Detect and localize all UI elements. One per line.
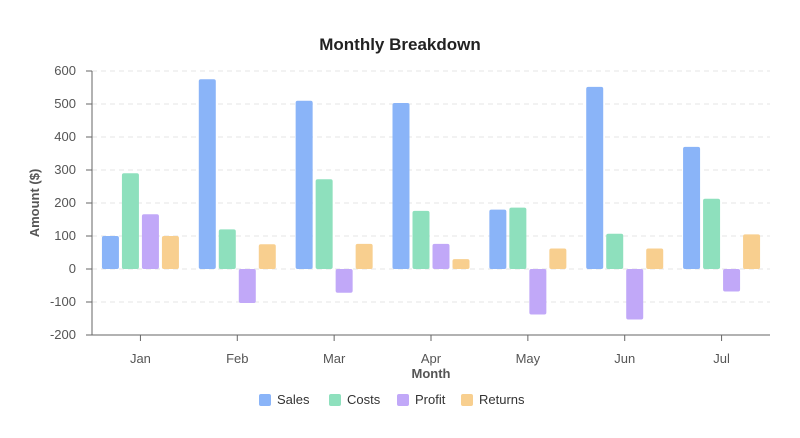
bar-sales-may[interactable]: [489, 209, 507, 269]
grid-lines: [92, 70, 770, 303]
y-tick-label: 500: [54, 96, 76, 111]
bar-returns-jan[interactable]: [161, 236, 179, 269]
bar-returns-jul[interactable]: [743, 234, 761, 269]
bar-costs-feb[interactable]: [218, 229, 236, 269]
bar-sales-feb[interactable]: [198, 79, 216, 269]
bars: [101, 79, 761, 320]
bar-returns-may[interactable]: [549, 248, 567, 269]
bar-sales-jul[interactable]: [683, 146, 701, 269]
legend-item-sales[interactable]: Sales: [259, 392, 310, 407]
bar-costs-may[interactable]: [509, 207, 527, 269]
x-tick-label: May: [516, 351, 541, 366]
bar-profit-feb[interactable]: [238, 269, 256, 303]
bar-profit-jul[interactable]: [723, 269, 741, 292]
legend: Sales Costs Profit Returns: [259, 392, 525, 407]
y-tick-label: 0: [69, 261, 76, 276]
legend-swatch: [461, 394, 473, 406]
y-tick-label: 100: [54, 228, 76, 243]
legend-label: Returns: [479, 392, 525, 407]
bar-sales-apr[interactable]: [392, 103, 410, 269]
legend-item-costs[interactable]: Costs: [329, 392, 381, 407]
legend-label: Costs: [347, 392, 381, 407]
bar-returns-mar[interactable]: [355, 243, 373, 269]
y-axis-label: Amount ($): [27, 169, 42, 238]
y-tick-label: 600: [54, 63, 76, 78]
y-tick-label: -100: [50, 294, 76, 309]
bar-sales-jun[interactable]: [586, 86, 604, 269]
legend-label: Sales: [277, 392, 310, 407]
legend-swatch: [329, 394, 341, 406]
bar-profit-jun[interactable]: [626, 269, 644, 320]
y-tick-labels: -200 -100 0 100 200 300 400 500 600: [50, 63, 76, 342]
x-axis-label: Month: [412, 366, 451, 381]
legend-item-returns[interactable]: Returns: [461, 392, 525, 407]
y-tick-label: 300: [54, 162, 76, 177]
bar-costs-jun[interactable]: [606, 233, 624, 269]
legend-item-profit[interactable]: Profit: [397, 392, 446, 407]
bar-costs-jan[interactable]: [121, 173, 139, 269]
y-tick-label: -200: [50, 327, 76, 342]
x-tick-labels: Jan Feb Mar Apr May Jun Jul: [130, 351, 730, 366]
x-tick-label: Apr: [421, 351, 442, 366]
axes: [86, 70, 770, 341]
bar-returns-jun[interactable]: [646, 248, 664, 269]
y-tick-label: 200: [54, 195, 76, 210]
chart-title: Monthly Breakdown: [319, 35, 481, 54]
x-tick-label: Jul: [713, 351, 730, 366]
bar-profit-apr[interactable]: [432, 243, 450, 269]
bar-profit-jan[interactable]: [141, 214, 159, 269]
bar-returns-apr[interactable]: [452, 259, 470, 269]
bar-sales-mar[interactable]: [295, 100, 313, 269]
bar-profit-mar[interactable]: [335, 269, 353, 293]
legend-label: Profit: [415, 392, 446, 407]
bar-sales-jan[interactable]: [101, 236, 119, 269]
bar-costs-mar[interactable]: [315, 179, 333, 269]
x-tick-label: Jun: [614, 351, 635, 366]
x-tick-label: Mar: [323, 351, 346, 366]
bar-profit-may[interactable]: [529, 269, 547, 315]
x-tick-label: Feb: [226, 351, 248, 366]
legend-swatch: [397, 394, 409, 406]
bar-costs-jul[interactable]: [703, 198, 721, 269]
x-tick-label: Jan: [130, 351, 151, 366]
bar-costs-apr[interactable]: [412, 210, 430, 269]
legend-swatch: [259, 394, 271, 406]
bar-returns-feb[interactable]: [258, 244, 276, 269]
y-tick-label: 400: [54, 129, 76, 144]
